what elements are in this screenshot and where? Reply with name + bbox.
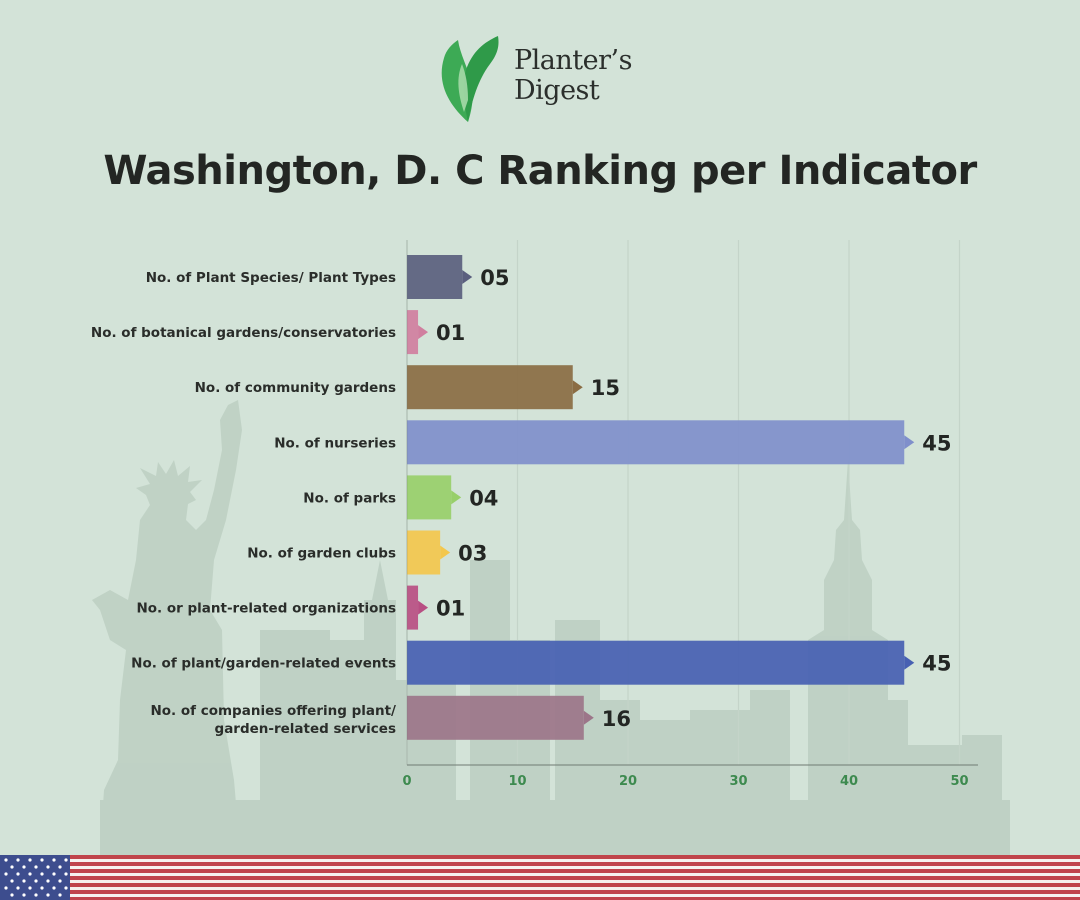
bar bbox=[407, 310, 419, 355]
bar-pointer bbox=[418, 325, 429, 340]
brand-wordmark: Planter’s Digest bbox=[514, 46, 632, 106]
value-label: 03 bbox=[458, 542, 487, 566]
chart-value-labels: 05 01 15 45 04 03 01 45 16 bbox=[436, 266, 951, 731]
flag-stars bbox=[4, 858, 68, 897]
bar bbox=[407, 255, 463, 299]
value-label: 15 bbox=[591, 376, 620, 400]
value-label: 04 bbox=[469, 486, 498, 510]
x-tick-label: 50 bbox=[950, 774, 968, 789]
bar bbox=[407, 585, 419, 630]
brand-line1: Planter’s bbox=[514, 45, 632, 76]
value-label: 16 bbox=[602, 707, 631, 731]
value-label: 05 bbox=[480, 266, 509, 290]
value-label: 45 bbox=[922, 652, 951, 676]
category-label: No. of companies offering plant/garden-r… bbox=[150, 703, 396, 737]
bar bbox=[407, 640, 905, 685]
x-tick-label: 0 bbox=[402, 774, 411, 789]
sprout-leaf-icon bbox=[441, 36, 499, 122]
x-tick-label: 10 bbox=[508, 774, 526, 789]
building-silhouette bbox=[364, 560, 396, 850]
bar-pointer bbox=[451, 490, 462, 505]
category-label: No. of community gardens bbox=[195, 380, 396, 396]
category-label: No. of Plant Species/ Plant Types bbox=[146, 270, 396, 286]
us-flag-banner bbox=[0, 855, 1080, 900]
x-tick-label: 30 bbox=[729, 774, 747, 789]
bar bbox=[407, 420, 905, 465]
category-label: No. or plant-related organizations bbox=[136, 601, 396, 617]
value-label: 01 bbox=[436, 597, 465, 621]
bar-pointer bbox=[462, 270, 473, 284]
bar-pointer bbox=[583, 710, 594, 725]
category-label: No. of plant/garden-related events bbox=[131, 656, 396, 672]
flag-stripes bbox=[0, 855, 1080, 900]
category-label: No. of parks bbox=[303, 490, 396, 506]
bar-pointer bbox=[418, 600, 429, 615]
bar-pointer bbox=[572, 380, 583, 395]
value-label: 01 bbox=[436, 321, 465, 345]
x-tick-label: 40 bbox=[840, 774, 858, 789]
chart-bars bbox=[407, 255, 915, 740]
chart-category-labels: No. of Plant Species/ Plant Types No. of … bbox=[91, 270, 396, 737]
flag-canton bbox=[0, 855, 70, 900]
brand-line2: Digest bbox=[514, 75, 600, 106]
page-title: Washington, D. C Ranking per Indicator bbox=[103, 148, 977, 194]
x-tick-label: 20 bbox=[619, 774, 637, 789]
category-label: No. of garden clubs bbox=[247, 546, 396, 562]
brand-logo: Planter’s Digest bbox=[438, 34, 658, 126]
bar-pointer bbox=[440, 545, 451, 560]
city-skyline-silhouette bbox=[92, 400, 1010, 855]
bar bbox=[407, 475, 452, 520]
value-label: 45 bbox=[922, 431, 951, 455]
ground-silhouette bbox=[100, 800, 1010, 855]
bar bbox=[407, 695, 584, 740]
chart-x-tick-labels: 0 10 20 30 40 50 bbox=[402, 774, 968, 789]
chart-x-axis bbox=[406, 240, 978, 766]
bar bbox=[407, 365, 573, 410]
bar bbox=[407, 530, 441, 575]
statue-of-liberty-silhouette bbox=[92, 400, 242, 850]
bar-pointer bbox=[904, 435, 915, 450]
category-label: No. of botanical gardens/conservatories bbox=[91, 325, 396, 341]
bar-pointer bbox=[904, 655, 915, 670]
category-label: No. of nurseries bbox=[274, 435, 396, 451]
